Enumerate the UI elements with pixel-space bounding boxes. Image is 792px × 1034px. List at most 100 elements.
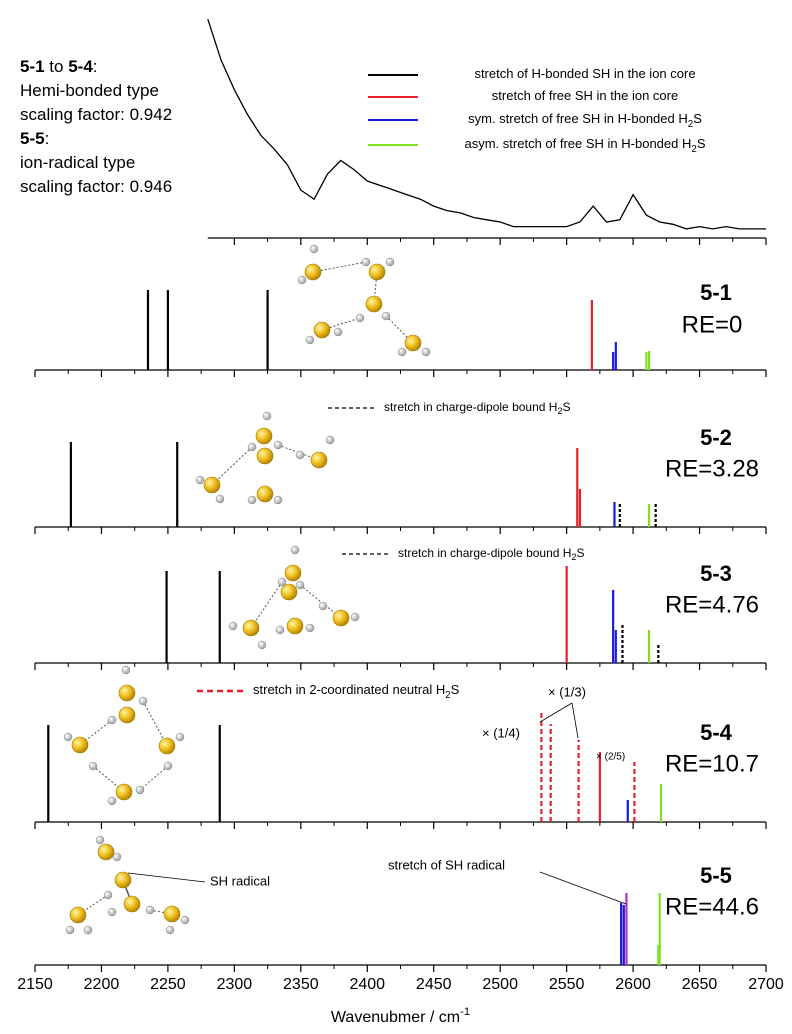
relative-energy: RE=44.6 (665, 893, 759, 920)
note-line-part: to (45, 57, 69, 76)
x-tick-label: 2150 (17, 976, 53, 993)
x-tick-label: 2250 (150, 976, 186, 993)
h-atom (356, 314, 364, 322)
h-atom (136, 786, 144, 794)
note-line: scaling factor: 0.942 (20, 105, 172, 124)
s-atom (119, 685, 135, 701)
panel-label: 5-1 (700, 280, 732, 305)
s-atom (287, 618, 303, 634)
x-tick-label: 2600 (615, 976, 651, 993)
legend-label-part: stretch of H-bonded SH in the ion core (474, 66, 695, 81)
x-tick-label: 2700 (748, 976, 784, 993)
h-atom (122, 666, 130, 674)
relative-energy: RE=4.76 (665, 591, 759, 618)
legend-label-part: S (697, 136, 706, 151)
note-line-part: 5-1 (20, 57, 45, 76)
h-atom (274, 441, 282, 449)
leader-line (572, 703, 578, 738)
legend-label-part: S (693, 111, 702, 126)
h-atom (216, 495, 224, 503)
s-atom (72, 737, 88, 753)
h-atom (248, 496, 256, 504)
panel-label: 5-5 (700, 863, 732, 888)
s-atom (405, 335, 421, 351)
molecule-5-1 (298, 245, 430, 356)
s-atom (314, 322, 330, 338)
relative-energy: RE=0 (682, 311, 743, 338)
h-atom (351, 613, 359, 621)
s-atom (159, 738, 175, 754)
h-atom (306, 336, 314, 344)
h-atom (263, 412, 271, 420)
relative-energy: RE=10.7 (665, 750, 759, 777)
panel-legend-label-part: S (451, 682, 460, 697)
h-atom (104, 891, 112, 899)
s-atom (115, 872, 131, 888)
note-line-part: Hemi-bonded type (20, 81, 159, 100)
x-tick-label: 2500 (482, 976, 518, 993)
x-tick-label: 2200 (84, 976, 120, 993)
h-atom (108, 716, 116, 724)
h-atom (362, 258, 370, 266)
note-line: 5-1 to 5-4: (20, 57, 98, 76)
s-atom (243, 620, 259, 636)
annotation: × (1/4) (482, 725, 520, 740)
note-line: scaling factor: 0.946 (20, 177, 172, 196)
x-tick-label: 2550 (549, 976, 585, 993)
x-tick-label: 2300 (217, 976, 253, 993)
leader-line (540, 872, 626, 904)
h-atom (422, 348, 430, 356)
s-atom (98, 844, 114, 860)
h-atom (386, 258, 394, 266)
bond (140, 766, 168, 790)
h-atom (296, 581, 304, 589)
x-tick-label: 2350 (283, 976, 319, 993)
x-axis-title: Wavenubmer / cm-1 (331, 1006, 470, 1026)
h-atom (66, 926, 74, 934)
s-atom (119, 707, 135, 723)
leader-line (128, 873, 205, 882)
s-atom (305, 264, 321, 280)
h-atom (108, 797, 116, 805)
legend-label: stretch of free SH in the ion core (492, 88, 678, 103)
h-atom (164, 762, 172, 770)
h-atom (96, 836, 104, 844)
panel-label: 5-4 (700, 720, 733, 745)
panel-legend-label: stretch in 2-coordinated neutral H2S (253, 682, 460, 700)
h-atom (89, 762, 97, 770)
h-atom (196, 476, 204, 484)
h-atom (166, 926, 174, 934)
note-line-part: scaling factor: 0.942 (20, 105, 172, 124)
h-atom (139, 697, 147, 705)
legend-label-part: sym. stretch of free SH in H-bonded H (468, 111, 688, 126)
panel-legend-label-part: stretch in 2-coordinated neutral H (253, 682, 445, 697)
x-axis-title-part: -1 (460, 1006, 470, 1018)
h-atom (176, 733, 184, 741)
h-atom (296, 451, 304, 459)
s-atom (116, 784, 132, 800)
legend-label: sym. stretch of free SH in H-bonded H2S (468, 111, 702, 129)
s-atom (204, 477, 220, 493)
note-line-part: : (45, 129, 50, 148)
h-atom (306, 624, 314, 632)
annotation: SH radical (210, 873, 270, 888)
h-atom (113, 853, 121, 861)
molecule-5-5 (66, 836, 189, 934)
x-tick-label: 2450 (416, 976, 452, 993)
h-atom (181, 916, 189, 924)
panel-legend-label-part: S (562, 400, 570, 414)
h-atom (310, 245, 318, 253)
x-axis-title-part: Wavenubmer / cm (331, 1009, 460, 1026)
s-atom (257, 448, 273, 464)
h-atom (84, 926, 92, 934)
h-atom (334, 328, 342, 336)
note-line-part: 5-5 (20, 129, 45, 148)
s-atom (124, 896, 140, 912)
panel-label: 5-2 (700, 425, 732, 450)
note-line-part: : (93, 57, 98, 76)
h-atom (398, 348, 406, 356)
note-line: 5-5: (20, 129, 49, 148)
h-atom (274, 496, 282, 504)
annotation: stretch of SH radical (388, 857, 505, 872)
note-line-part: scaling factor: 0.946 (20, 177, 172, 196)
